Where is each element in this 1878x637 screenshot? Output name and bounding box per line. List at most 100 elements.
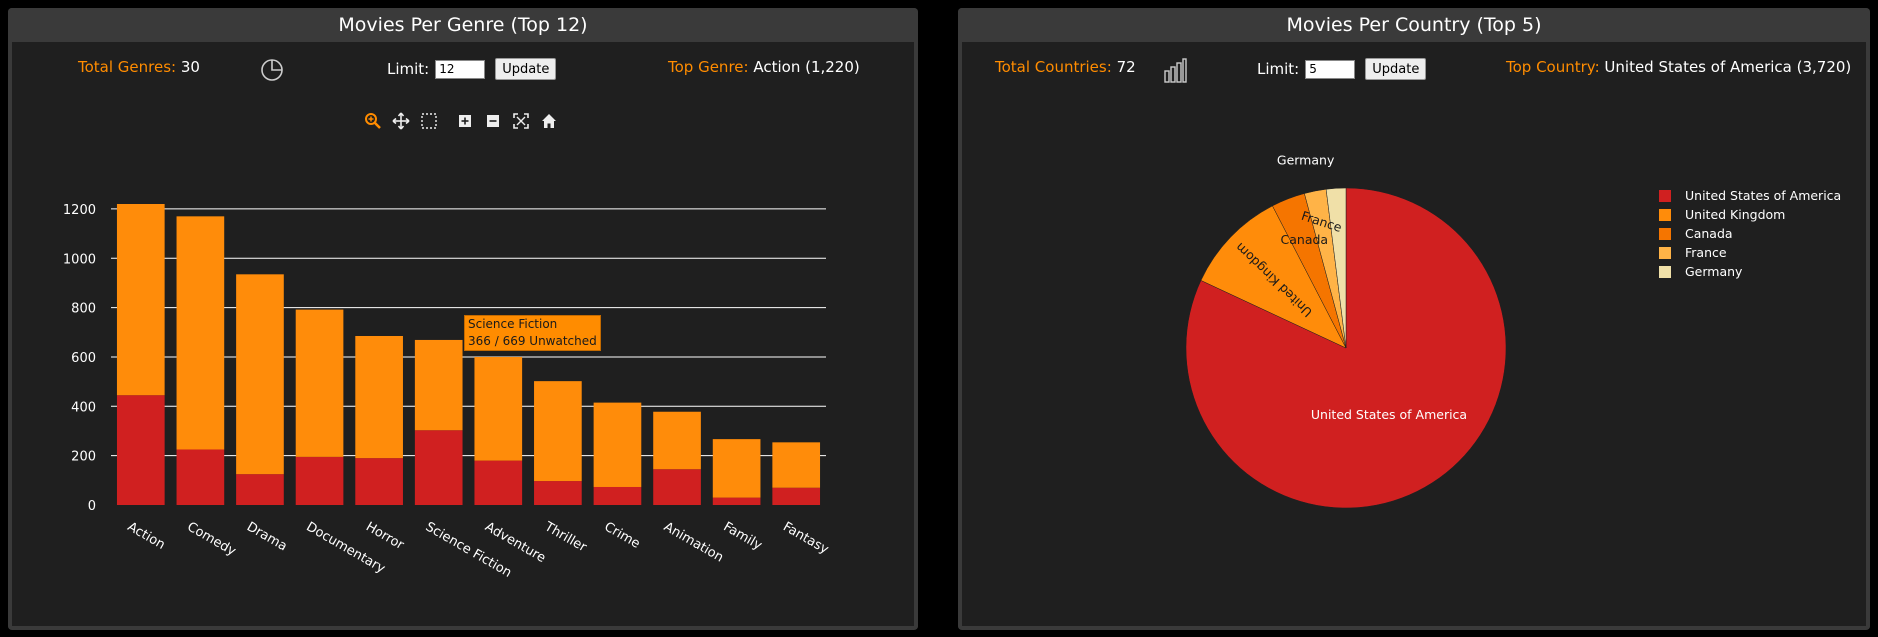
bar-chart-icon[interactable] [1162,58,1187,83]
top-country-value: United States of America (3,720) [1604,58,1852,76]
bar-segment[interactable] [534,481,582,505]
pie-label: United States of America [1311,407,1467,422]
bar-segment[interactable] [593,402,642,487]
legend-item[interactable]: France [1659,243,1841,262]
country-limit-label: Limit: [1257,60,1300,78]
y-tick-label: 800 [71,302,96,317]
bar-segment[interactable] [116,204,165,396]
country-update-button[interactable]: Update [1365,58,1427,80]
total-countries-label: Total Countries: [995,58,1112,76]
legend-swatch [1659,208,1671,221]
total-genres-label: Total Genres: [78,58,177,76]
bar-segment[interactable] [653,411,701,470]
x-tick-label: Horror [363,519,407,553]
bar-segment[interactable] [176,216,225,450]
y-tick-label: 0 [88,499,96,514]
legend-item[interactable]: Germany [1659,262,1841,281]
legend-swatch [1659,265,1671,278]
bar-segment[interactable] [474,356,523,461]
tooltip-title: Science Fiction [468,317,558,331]
bar-segment[interactable] [712,497,761,505]
country-panel: Movies Per Country (Top 5) Total Countri… [958,8,1870,630]
country-limit-control: Limit: Update [1257,58,1427,80]
pie-legend: United States of America United Kingdom Ca… [1659,186,1841,281]
bar-segment[interactable] [236,274,284,475]
legend-label: Canada [1685,226,1733,241]
pie-slice[interactable] [1200,205,1347,349]
y-tick-label: 400 [71,400,96,415]
total-genres-stat: Total Genres: 30 [78,58,200,76]
legend-swatch [1659,246,1671,259]
bar-segment[interactable] [772,442,821,488]
top-genre-label: Top Genre: [668,58,749,76]
pie-slice[interactable] [1325,187,1347,349]
bar-segment[interactable] [414,339,463,431]
bar-segment[interactable] [355,335,403,459]
bar-segment[interactable] [772,487,821,505]
tooltip-text: 366 / 669 Unwatched [468,334,597,348]
x-tick-label: Animation [661,519,726,565]
y-tick-label: 1200 [63,203,96,218]
pie-label: Germany [1277,153,1335,168]
bar-segment[interactable] [414,430,463,505]
genre-limit-control: Limit: Update [387,58,557,80]
zoom-out-icon[interactable] [484,112,502,130]
bar-segment[interactable] [116,395,165,505]
bar-segment[interactable] [176,449,225,505]
zoom-icon[interactable] [364,112,382,130]
pie-label: Canada [1281,232,1329,247]
bar-segment[interactable] [653,469,701,505]
top-genre-value: Action (1,220) [753,58,860,76]
bar-segment[interactable] [295,456,344,505]
legend-label: France [1685,245,1727,260]
bar-tooltip: Science Fiction 366 / 669 Unwatched [464,315,601,351]
legend-swatch [1659,227,1671,240]
legend-swatch [1659,189,1671,202]
x-tick-label: Thriller [541,519,590,556]
bar-segment[interactable] [534,381,582,482]
legend-label: United Kingdom [1685,207,1786,222]
total-genres-value: 30 [180,58,200,76]
legend-label: United States of America [1685,188,1842,203]
x-tick-label: Action [125,519,168,552]
bar-segment[interactable] [355,458,403,505]
x-tick-label: Comedy [184,519,238,559]
reset-home-icon[interactable] [540,112,558,130]
total-countries-stat: Total Countries: 72 [995,58,1136,76]
genre-panel-title: Movies Per Genre (Top 12) [8,8,918,42]
bar-segment[interactable] [236,474,284,505]
box-select-icon[interactable] [420,112,438,130]
country-panel-title: Movies Per Country (Top 5) [958,8,1870,42]
bar-segment[interactable] [295,309,344,457]
total-countries-value: 72 [1116,58,1136,76]
y-tick-label: 200 [71,450,96,465]
country-limit-input[interactable] [1305,59,1356,79]
x-tick-label: Crime [601,519,642,551]
genre-limit-label: Limit: [387,60,430,78]
bar-segment[interactable] [474,460,523,505]
y-tick-label: 600 [71,351,96,366]
x-tick-label: Family [721,519,765,553]
x-tick-label: Fantasy [780,519,831,557]
genre-limit-input[interactable] [435,59,486,79]
chart-toolbar [364,112,558,130]
bar-segment[interactable] [712,439,761,498]
legend-label: Germany [1685,264,1743,279]
top-country-label: Top Country: [1506,58,1600,76]
y-tick-label: 1000 [63,252,96,267]
legend-item[interactable]: United Kingdom [1659,205,1841,224]
top-genre-stat: Top Genre: Action (1,220) [668,58,860,76]
bar-segment[interactable] [593,486,642,505]
x-tick-label: Drama [244,519,290,554]
zoom-in-icon[interactable] [456,112,474,130]
legend-item[interactable]: United States of America [1659,186,1841,205]
legend-item[interactable]: Canada [1659,224,1841,243]
genre-panel: Movies Per Genre (Top 12) Total Genres: … [8,8,918,630]
autoscale-icon[interactable] [512,112,530,130]
genre-update-button[interactable]: Update [495,58,557,80]
pie-chart-icon[interactable] [260,58,283,81]
pan-icon[interactable] [392,112,410,130]
top-country-stat: Top Country: United States of America (3… [1506,58,1851,76]
